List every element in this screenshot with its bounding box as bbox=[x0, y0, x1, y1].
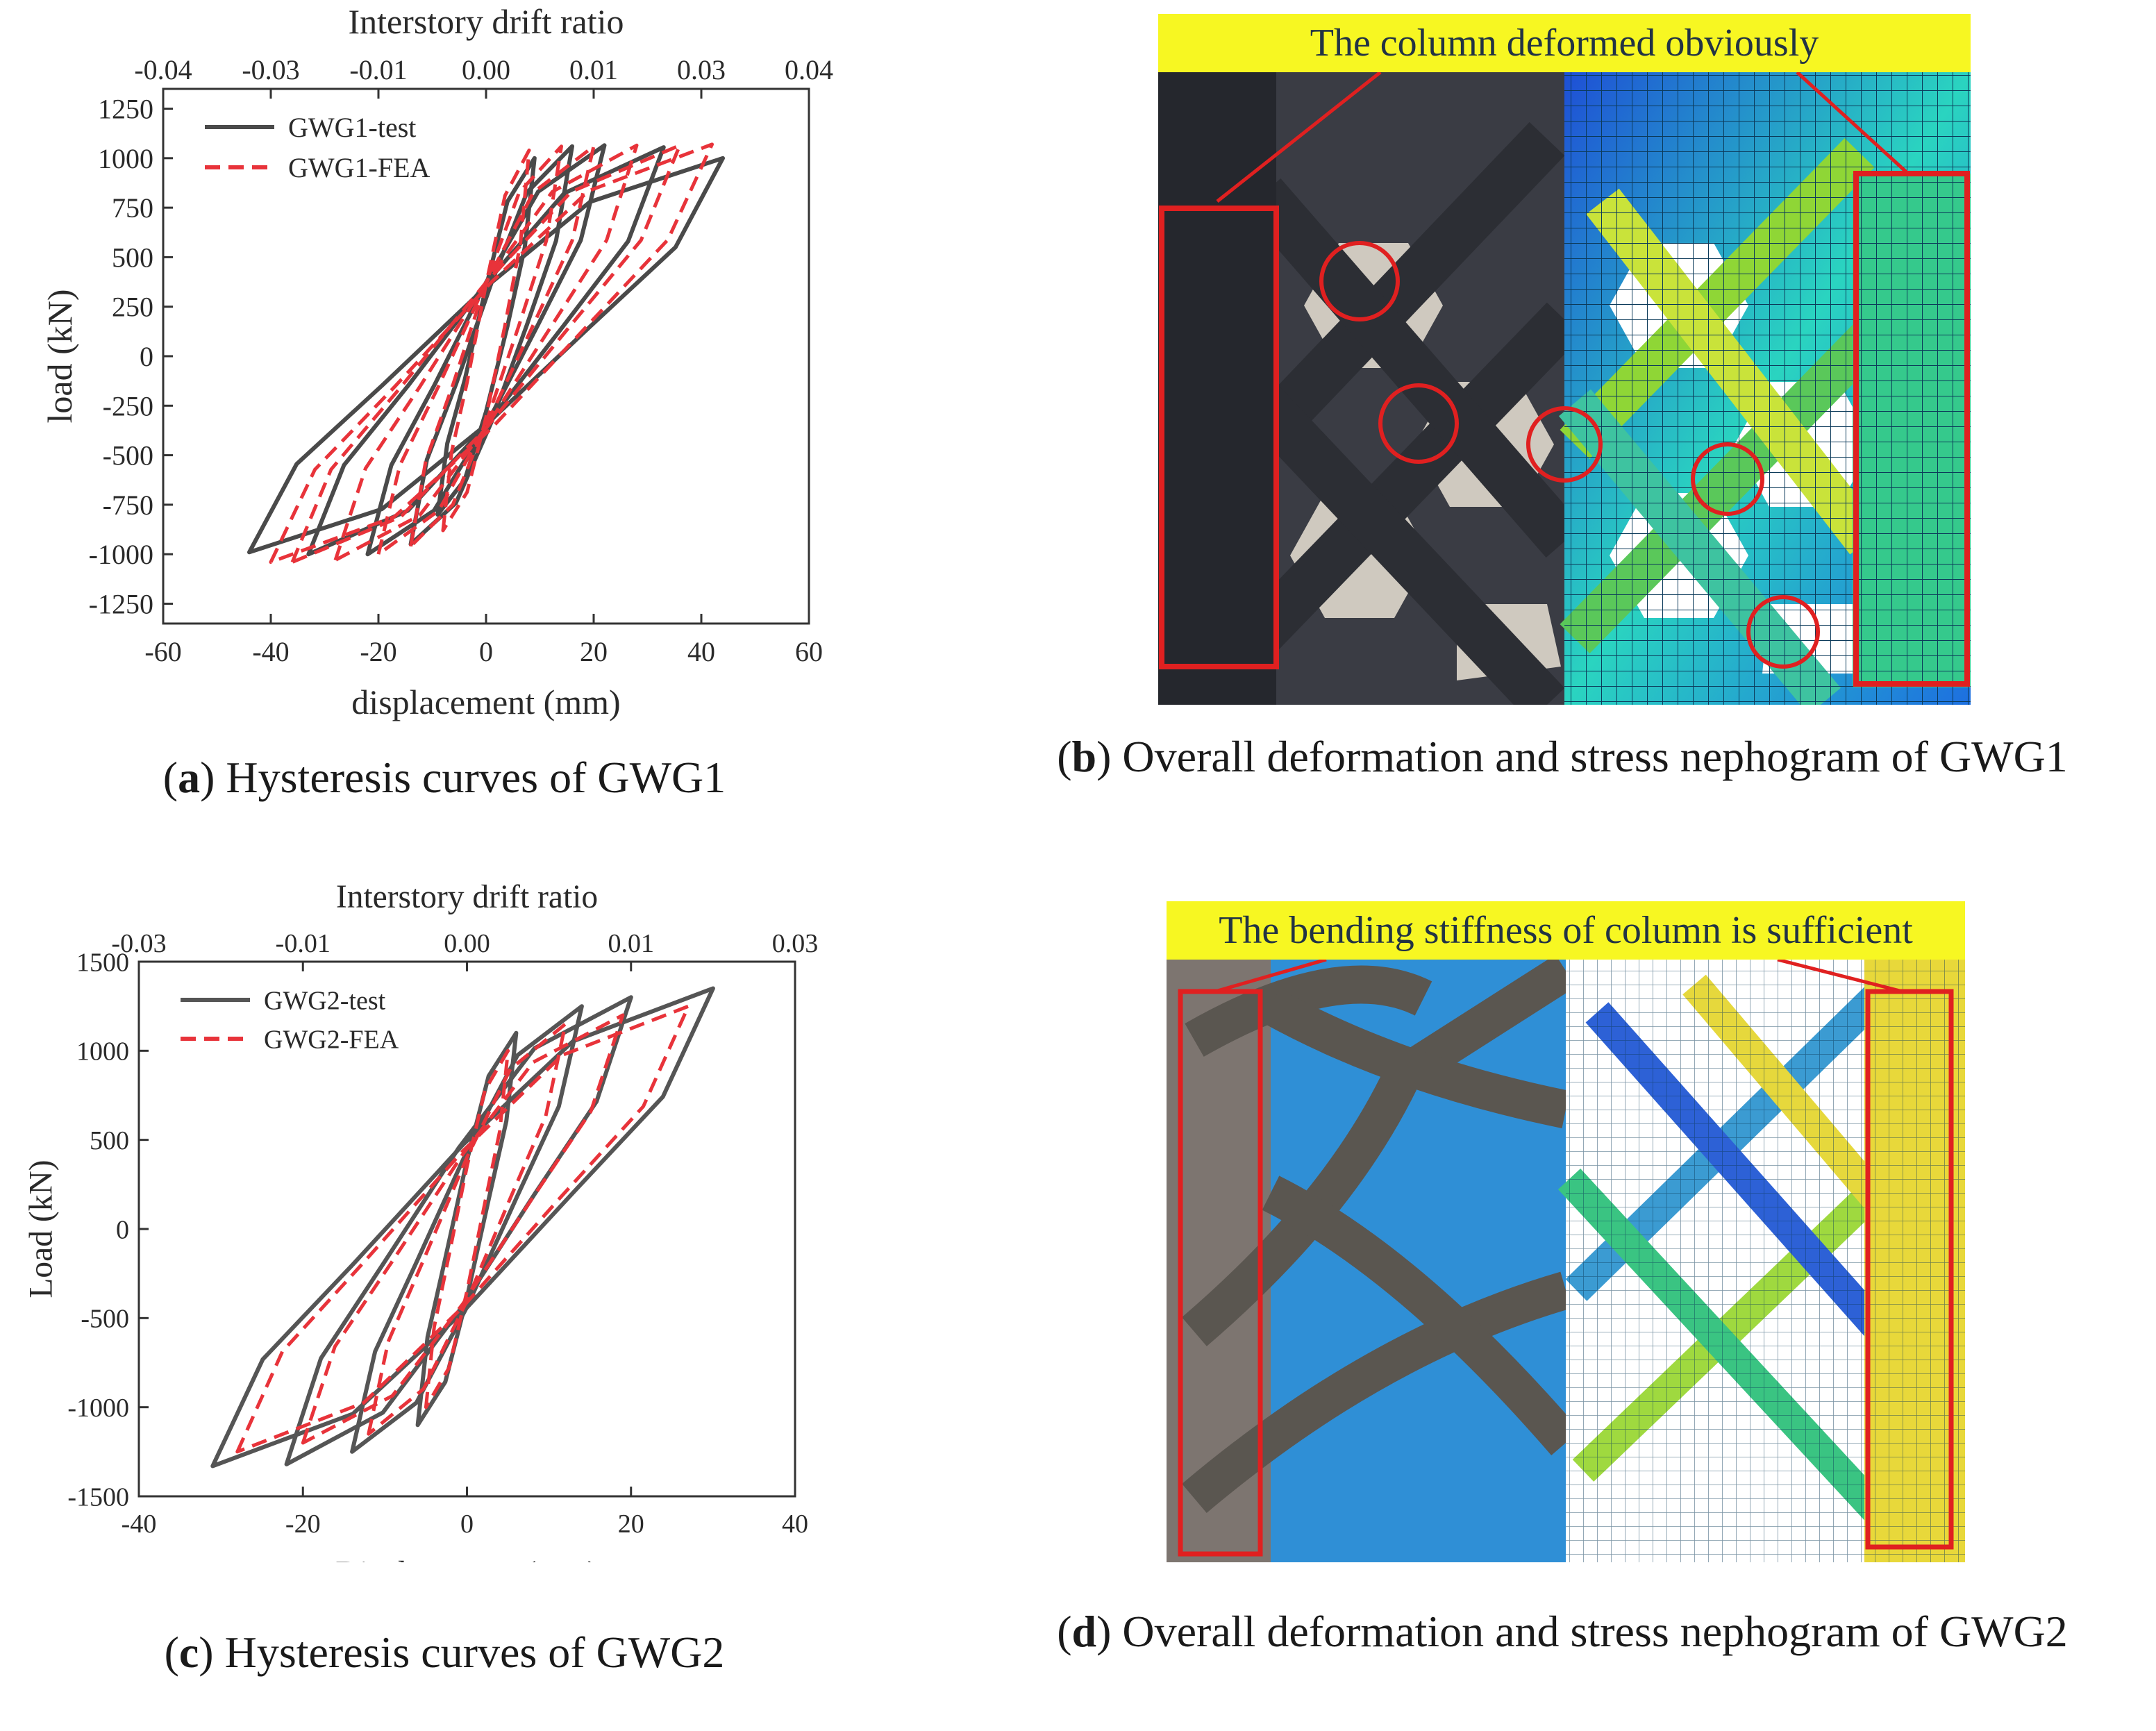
x-tick-label: 0 bbox=[460, 1510, 474, 1539]
x-tick-label: 20 bbox=[618, 1510, 644, 1539]
y-tick-label: 0 bbox=[116, 1215, 129, 1244]
panel-d-caption: (d) Overall deformation and stress nepho… bbox=[1057, 1607, 2068, 1656]
caption-letter: a bbox=[178, 753, 201, 802]
y-tick-label: -1250 bbox=[89, 588, 153, 619]
panel-c-chart: -40 -20 0 20 40 1500 1000 500 0 -500 -1000 -1500 -0.… bbox=[0, 868, 847, 1591]
hysteresis-loop-fea bbox=[301, 1013, 625, 1445]
hysteresis-loop-test bbox=[306, 145, 666, 557]
hysteresis-loop-fea bbox=[290, 143, 682, 565]
x-tick-label: -40 bbox=[122, 1510, 157, 1539]
hysteresis-loop-fea bbox=[235, 1004, 690, 1454]
top-tick-label: 0.00 bbox=[444, 929, 490, 958]
x-tick-label: 40 bbox=[687, 636, 715, 667]
y-tick-label: -750 bbox=[103, 490, 153, 521]
y-tick-label: -500 bbox=[103, 440, 153, 471]
x-tick-label: 40 bbox=[782, 1510, 808, 1539]
y-tick-label: 1250 bbox=[98, 94, 153, 125]
top-tick-label: 0.01 bbox=[569, 54, 618, 85]
hysteresis-loop-test bbox=[284, 995, 633, 1466]
y-axis-label: Load (kN) bbox=[24, 1160, 60, 1298]
x-tick-label: -40 bbox=[252, 636, 289, 667]
y-tick-label: 500 bbox=[90, 1126, 129, 1155]
panel-a-caption: (a) Hysteresis curves of GWG1 bbox=[162, 753, 726, 802]
y-tick-label: 0 bbox=[140, 341, 153, 372]
panel-b-image: The column deformed obviously bbox=[1158, 14, 1971, 705]
hysteresis-loop-test bbox=[210, 986, 715, 1469]
x-axis-label: displacement (mm) bbox=[351, 683, 620, 721]
top-tick-label: -0.03 bbox=[111, 929, 166, 958]
column-highlight-box bbox=[1159, 206, 1279, 669]
y-tick-label: -250 bbox=[103, 390, 153, 421]
top-tick-label: 0.04 bbox=[785, 54, 833, 85]
y-axis-label: load (kN) bbox=[40, 290, 79, 424]
top-tick-label: 0.03 bbox=[677, 54, 726, 85]
hysteresis-loop-fea bbox=[269, 142, 714, 565]
top-tick-label: -0.04 bbox=[134, 54, 192, 85]
hysteresis-loop-test bbox=[350, 1004, 584, 1454]
caption-text: Hysteresis curves of GWG1 bbox=[226, 753, 726, 802]
panel-a-chart: -60 -40 -20 0 20 40 60 1250 1000 750 500 250 0 -250 -5… bbox=[0, 0, 847, 736]
x-tick-label: 20 bbox=[580, 636, 608, 667]
hysteresis-loop-fea bbox=[376, 144, 596, 556]
top-axis-label: Interstory drift ratio bbox=[336, 879, 598, 915]
panel-b-banner: The column deformed obviously bbox=[1158, 14, 1971, 72]
caption-letter: d bbox=[1071, 1607, 1097, 1656]
y-tick-label: 250 bbox=[112, 292, 153, 323]
top-tick-label: -0.01 bbox=[349, 54, 407, 85]
chart-a-svg: -60 -40 -20 0 20 40 60 1250 1000 750 500 250 0 -250 -5… bbox=[40, 2, 833, 721]
y-tick-label: -1000 bbox=[89, 539, 153, 570]
caption-letter: b bbox=[1071, 732, 1097, 781]
x-tick-label: 0 bbox=[479, 636, 493, 667]
panel-d-banner: The bending stiffness of column is suffi… bbox=[1167, 901, 1965, 960]
y-tick-label: -500 bbox=[81, 1305, 129, 1334]
y-tick-label: -1500 bbox=[67, 1482, 129, 1512]
y-tick-label: 1000 bbox=[98, 143, 153, 174]
x-axis-label: Displacement (mm) bbox=[335, 1555, 599, 1562]
x-tick-label: -20 bbox=[285, 1510, 321, 1539]
caption-letter: c bbox=[178, 1628, 199, 1677]
top-tick-label: 0.03 bbox=[772, 929, 819, 958]
caption-text: Overall deformation and stress nephogram… bbox=[1122, 1607, 2068, 1656]
top-tick-label: -0.03 bbox=[242, 54, 299, 85]
top-tick-label: 0.00 bbox=[462, 54, 510, 85]
panel-c-caption: (c) Hysteresis curves of GWG2 bbox=[164, 1628, 725, 1677]
panel-b-illustration bbox=[1158, 71, 1971, 705]
x-tick-label: -60 bbox=[144, 636, 181, 667]
y-tick-label: 750 bbox=[112, 192, 153, 224]
caption-text: Overall deformation and stress nephogram… bbox=[1122, 732, 2068, 781]
hysteresis-loop-fea bbox=[409, 144, 563, 549]
y-tick-label: -1000 bbox=[67, 1394, 129, 1423]
panel-b-caption: (b) Overall deformation and stress nepho… bbox=[1057, 732, 2068, 781]
legend-label: GWG2-test bbox=[264, 986, 386, 1015]
caption-text: Hysteresis curves of GWG2 bbox=[224, 1628, 725, 1677]
top-axis-label: Interstory drift ratio bbox=[348, 2, 624, 41]
hysteresis-loop-fea bbox=[333, 143, 639, 562]
panel-d-image: The bending stiffness of column is suffi… bbox=[1167, 901, 1965, 1562]
hysteresis-loop-fea bbox=[367, 1022, 567, 1436]
chart-c-svg: -40 -20 0 20 40 1500 1000 500 0 -500 -1000 -1500 -0.… bbox=[24, 879, 819, 1591]
legend-label: GWG1-test bbox=[288, 112, 416, 143]
top-tick-label: -0.01 bbox=[276, 929, 331, 958]
legend-label: GWG1-FEA bbox=[288, 152, 431, 183]
y-tick-label: 1500 bbox=[76, 948, 129, 977]
y-tick-label: 500 bbox=[112, 242, 153, 273]
panel-d-illustration bbox=[1167, 954, 1965, 1562]
y-tick-label: 1000 bbox=[76, 1037, 129, 1067]
x-tick-label: 60 bbox=[795, 636, 823, 667]
legend-label: GWG2-FEA bbox=[264, 1025, 399, 1054]
hysteresis-loop-fea bbox=[424, 1048, 510, 1410]
top-tick-label: 0.01 bbox=[608, 929, 655, 958]
x-tick-label: -20 bbox=[360, 636, 396, 667]
